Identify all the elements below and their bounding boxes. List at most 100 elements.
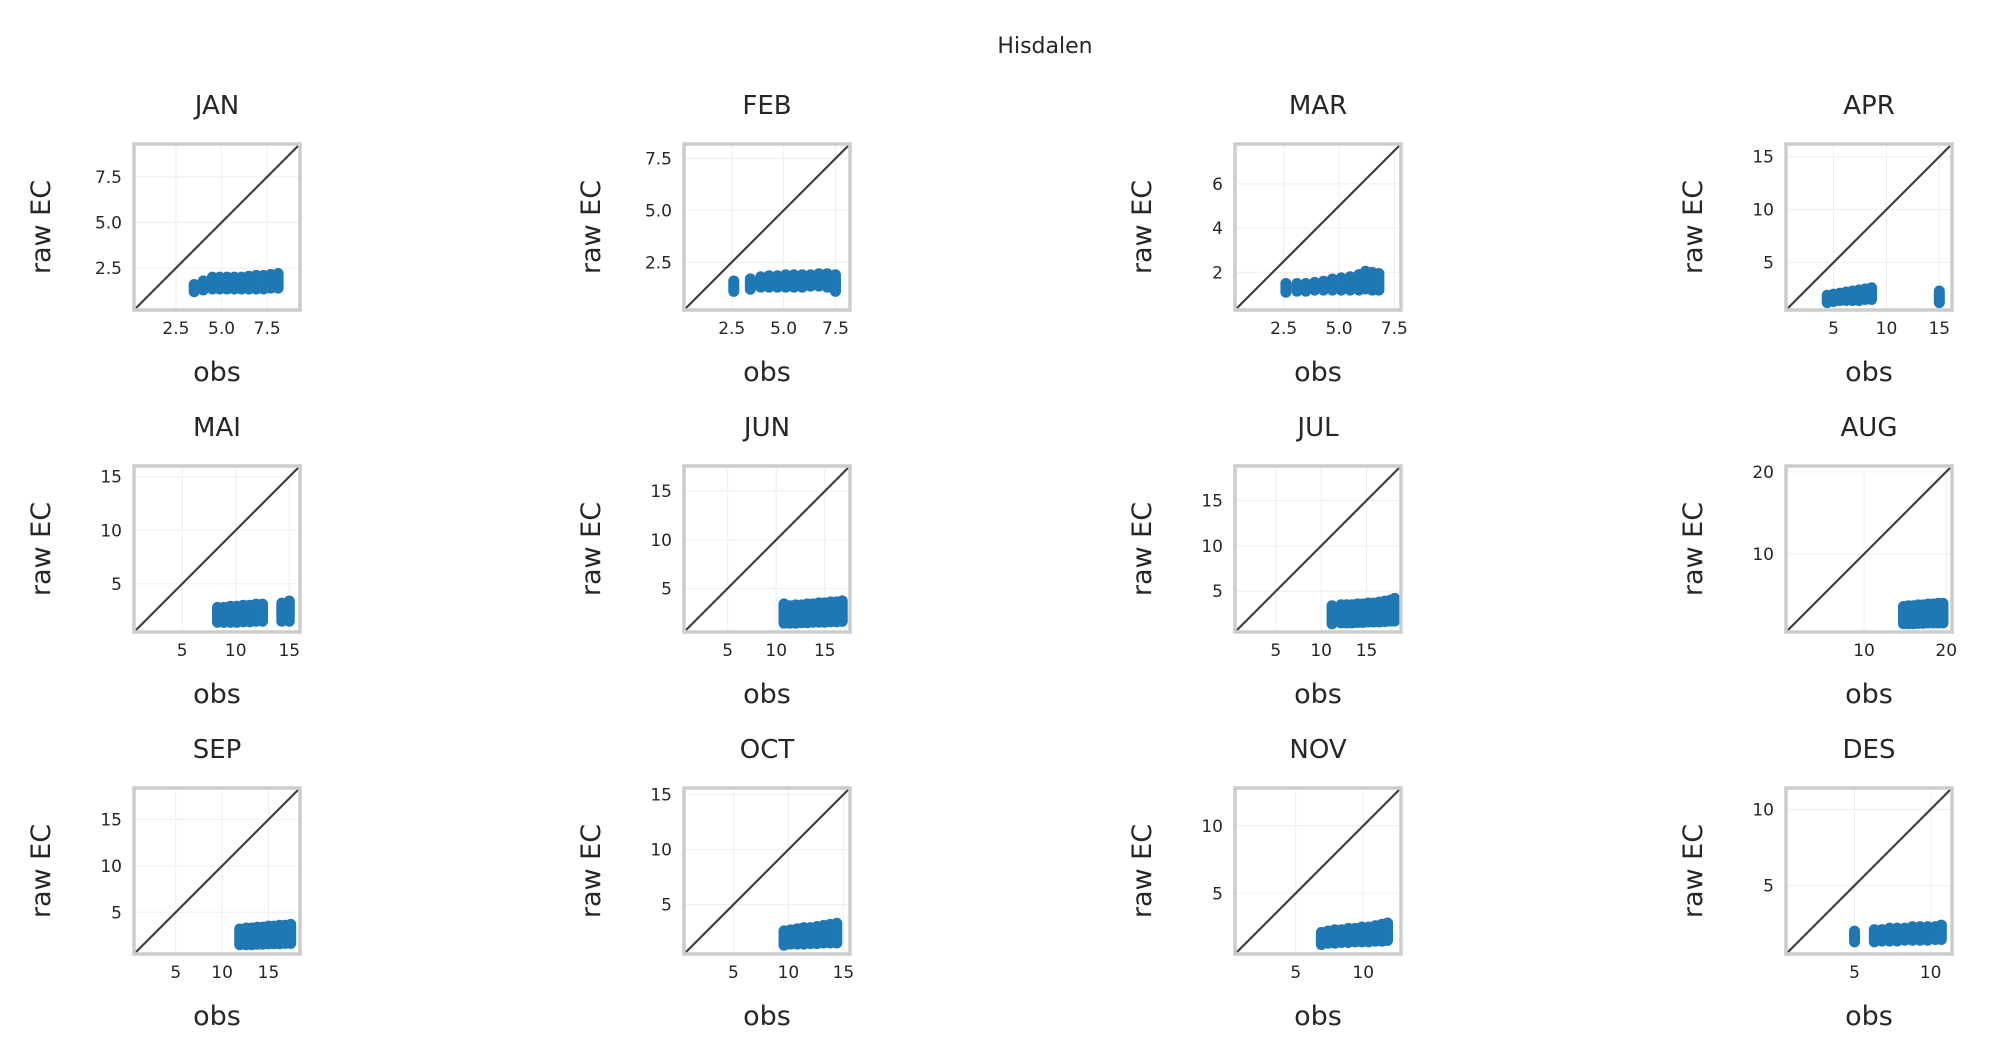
plot-area (1235, 788, 1401, 954)
y-tick-label: 2 (1212, 263, 1223, 283)
x-tick-label: 10 (225, 641, 247, 661)
y-tick-label: 20 (1752, 463, 1774, 483)
panel-jul: 5 10 15 5 10 15 JUL obs raw EC (1127, 413, 1403, 710)
y-tick-label: 10 (100, 521, 122, 541)
y-axis-label: raw EC (26, 824, 57, 918)
y-tick-label: 5 (1212, 582, 1223, 602)
y-tick-label: 15 (650, 482, 672, 502)
x-tick-label: 5 (1290, 963, 1301, 983)
panel-oct: 5 10 15 5 10 15 OCT obs raw EC (576, 735, 854, 1032)
one-to-one-line (1235, 788, 1401, 954)
subplot-grid: 2.5 5.0 7.5 2.5 5.0 7.5 JAN obs raw EC 2.5 5.0 7.5 2… (26, 91, 1957, 1032)
x-tick-label: 5.0 (770, 319, 797, 339)
x-tick-label: 5.0 (1326, 319, 1353, 339)
y-axis-label: raw EC (1678, 824, 1709, 918)
x-axis-label: obs (743, 1001, 791, 1032)
axes-frame (1233, 142, 1403, 312)
one-to-one-line (1235, 144, 1401, 310)
y-tick-label: 5.0 (95, 213, 122, 233)
axes-frame (132, 786, 302, 956)
x-tick-label: 15 (1928, 319, 1950, 339)
x-tick-label: 5 (1849, 963, 1860, 983)
x-tick-label: 5 (722, 641, 733, 661)
y-axis-label: raw EC (576, 180, 607, 274)
x-tick-label: 5.0 (208, 319, 235, 339)
panel-title: OCT (740, 735, 795, 765)
y-tick-label: 5 (1763, 253, 1774, 273)
plot-area (684, 466, 850, 632)
axes-frame (682, 786, 852, 956)
x-tick-label: 2.5 (162, 319, 189, 339)
y-tick-label: 5 (111, 903, 122, 923)
x-tick-label: 7.5 (1381, 319, 1408, 339)
panel-title: APR (1843, 91, 1895, 121)
one-to-one-line (134, 466, 300, 632)
x-tick-label: 10 (1352, 963, 1374, 983)
panel-title: JUN (742, 413, 790, 443)
panel-mai: 5 10 15 5 10 15 MAI obs raw EC (26, 413, 302, 710)
x-tick-label: 10 (778, 963, 800, 983)
y-tick-label: 10 (650, 531, 672, 551)
x-axis-label: obs (193, 679, 241, 710)
y-tick-label: 15 (1752, 148, 1774, 168)
panel-jan: 2.5 5.0 7.5 2.5 5.0 7.5 JAN obs raw EC (26, 91, 302, 388)
one-to-one-line (684, 466, 850, 632)
panel-title: DES (1843, 735, 1896, 765)
one-to-one-line (134, 144, 300, 310)
plot-area (134, 788, 300, 954)
panel-apr: 5 10 15 5 10 15 APR obs raw EC (1678, 91, 1954, 388)
y-tick-label: 10 (1752, 545, 1774, 565)
y-tick-label: 7.5 (645, 150, 672, 170)
y-tick-label: 6 (1212, 175, 1223, 195)
x-axis-label: obs (193, 357, 241, 388)
y-axis-label: raw EC (1127, 180, 1158, 274)
x-tick-label: 10 (765, 641, 787, 661)
one-to-one-line (134, 788, 300, 954)
axes-frame (682, 142, 852, 312)
x-tick-label: 15 (814, 641, 836, 661)
y-axis-label: raw EC (1678, 180, 1709, 274)
plot-area (134, 144, 300, 310)
x-tick-label: 20 (1935, 641, 1957, 661)
y-tick-label: 10 (1752, 201, 1774, 221)
x-tick-label: 5 (1270, 641, 1281, 661)
plot-area (1235, 466, 1401, 632)
panel-jun: 5 10 15 5 10 15 JUN obs raw EC (576, 413, 852, 710)
x-tick-label: 7.5 (822, 319, 849, 339)
y-tick-label: 15 (100, 468, 122, 488)
x-tick-label: 2.5 (718, 319, 745, 339)
panel-title: JAN (193, 91, 239, 121)
x-axis-label: obs (1845, 357, 1893, 388)
x-axis-label: obs (743, 679, 791, 710)
axes-frame (132, 142, 302, 312)
y-tick-label: 10 (100, 857, 122, 877)
y-tick-label: 5 (661, 896, 672, 916)
plot-area (684, 144, 850, 310)
x-tick-label: 15 (833, 963, 855, 983)
y-tick-label: 10 (1201, 537, 1223, 557)
y-tick-label: 10 (1752, 800, 1774, 820)
panel-title: FEB (742, 91, 791, 121)
axes-frame (1233, 464, 1403, 634)
x-tick-label: 2.5 (1270, 319, 1297, 339)
panel-title: JUL (1295, 413, 1339, 443)
y-tick-label: 7.5 (95, 168, 122, 188)
y-tick-label: 2.5 (95, 259, 122, 279)
panel-aug: 10 20 10 20 AUG obs raw EC (1678, 413, 1957, 710)
y-tick-label: 5.0 (645, 201, 672, 221)
axes-frame (682, 464, 852, 634)
y-tick-label: 15 (1201, 491, 1223, 511)
y-axis-label: raw EC (1127, 824, 1158, 918)
x-axis-label: obs (193, 1001, 241, 1032)
x-tick-label: 10 (1853, 641, 1875, 661)
y-tick-label: 4 (1212, 219, 1223, 239)
plot-area (1786, 144, 1952, 310)
panel-nov: 5 10 5 10 NOV obs raw EC (1127, 735, 1403, 1032)
one-to-one-line (1786, 788, 1952, 954)
panel-title: NOV (1289, 735, 1346, 765)
x-tick-label: 10 (1310, 641, 1332, 661)
plot-area (1786, 466, 1952, 632)
axes-frame (1784, 786, 1954, 956)
y-axis-label: raw EC (576, 502, 607, 596)
